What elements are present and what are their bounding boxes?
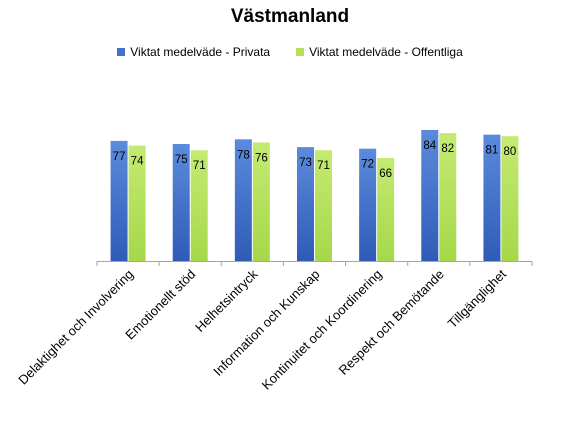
data-label: 71 (317, 160, 330, 172)
category-label: Information och Kunskap (210, 267, 322, 379)
bar-privata (172, 144, 190, 261)
bar-privata (483, 134, 501, 261)
legend-label-offentliga: Viktat medelväde - Offentliga (309, 45, 463, 59)
bar-privata (297, 147, 314, 261)
data-label: 76 (255, 152, 268, 164)
data-label: 84 (423, 140, 436, 152)
bar-privata (234, 139, 252, 261)
category-label: Kontinuitet och Koordinering (259, 267, 385, 393)
bar-offentliga (501, 136, 519, 261)
bar-offentliga (377, 158, 395, 261)
legend-swatch-offentliga (296, 48, 305, 56)
category-label: Respekt och Bemötande (336, 267, 447, 378)
category-label: Helhetsintryck (192, 266, 261, 335)
data-label: 73 (299, 157, 312, 169)
legend-swatch-privata (117, 48, 126, 56)
data-label: 82 (441, 143, 454, 155)
legend-label-privata: Viktat medelväde - Privata (130, 45, 271, 59)
bar-privata (359, 148, 377, 261)
data-label: 72 (361, 159, 374, 171)
bar-offentliga (190, 150, 208, 261)
bar-privata (421, 129, 439, 261)
data-label: 66 (379, 168, 392, 180)
category-label: Delaktighet och Involvering (15, 267, 136, 388)
bar-offentliga (439, 133, 457, 261)
data-label: 81 (486, 145, 499, 157)
data-label: 71 (193, 160, 206, 172)
category-label: Tillgänglighet (445, 266, 510, 331)
legend-item-privata: Viktat medelväde - Privata (117, 45, 270, 59)
bar-offentliga (252, 142, 270, 261)
bar-offentliga (128, 145, 146, 261)
data-label: 78 (237, 149, 250, 161)
chart-title: Västmanland (230, 6, 350, 27)
bar-privata (110, 140, 128, 261)
data-label: 75 (175, 154, 188, 166)
data-label: 80 (504, 146, 517, 158)
legend: Viktat medelväde - Privata Viktat medelv… (0, 45, 580, 59)
bar-offentliga (315, 150, 332, 261)
data-label: 74 (131, 156, 144, 168)
legend-item-offentliga: Viktat medelväde - Offentliga (296, 45, 463, 59)
data-label: 77 (113, 151, 126, 163)
